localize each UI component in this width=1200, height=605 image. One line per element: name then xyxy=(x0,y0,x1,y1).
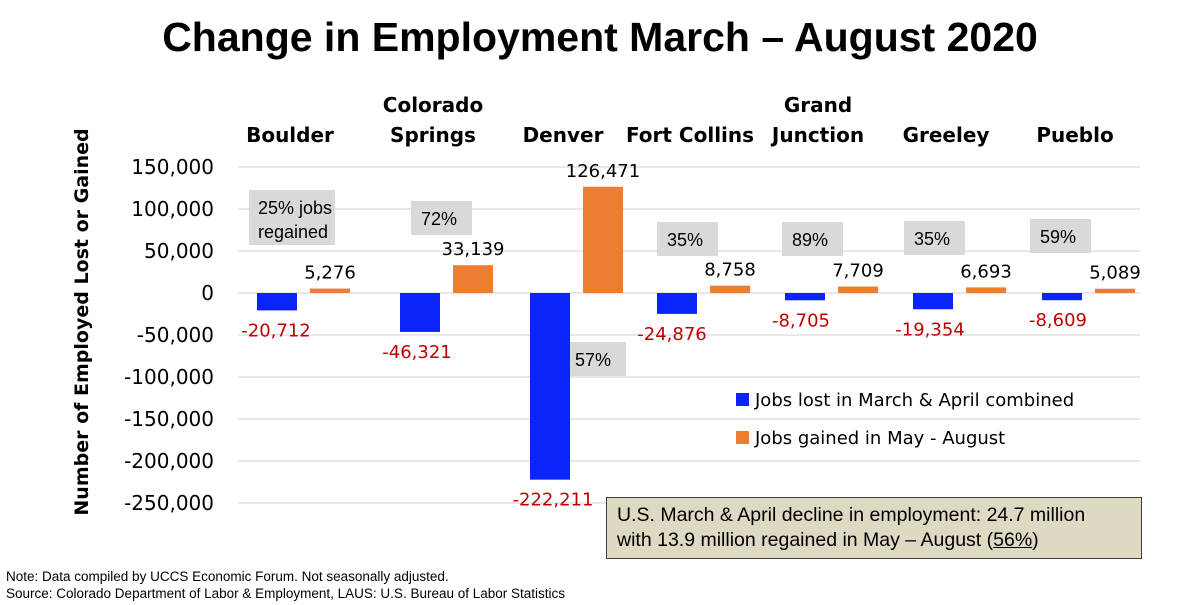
data-label-gained: 8,758 xyxy=(704,260,756,281)
bar-jobs-lost xyxy=(913,293,953,310)
y-tick-label: -200,000 xyxy=(124,449,214,473)
bar-jobs-gained xyxy=(838,286,878,293)
data-label-lost: -46,321 xyxy=(382,342,451,363)
percent-regained-box xyxy=(249,190,335,245)
callout-percent: 56% xyxy=(993,529,1033,551)
percent-regained-label: 35% xyxy=(667,230,703,250)
category-label: Junction xyxy=(770,123,864,147)
data-label-gained: 5,089 xyxy=(1089,263,1141,284)
data-label-gained: 7,709 xyxy=(832,261,884,282)
bar-jobs-lost xyxy=(657,293,697,314)
chart-title: Change in Employment March – August 2020 xyxy=(162,14,1038,60)
data-label-gained: 6,693 xyxy=(960,261,1012,282)
footnotes: Note: Data compiled by UCCS Economic For… xyxy=(6,568,565,602)
y-tick-label: -250,000 xyxy=(124,491,214,515)
percent-regained-box xyxy=(657,222,718,256)
bar-jobs-lost xyxy=(257,293,297,311)
y-tick-label: 150,000 xyxy=(131,155,214,179)
category-label: Springs xyxy=(390,123,476,147)
y-tick-label: -50,000 xyxy=(137,323,214,347)
percent-regained-box xyxy=(1030,219,1091,253)
category-label: Denver xyxy=(523,123,604,147)
percent-regained-label: 25% jobs xyxy=(258,198,332,218)
percent-regained-label: 89% xyxy=(792,230,828,250)
y-tick-label: 100,000 xyxy=(131,197,214,221)
note-text: Note: Data compiled by UCCS Economic For… xyxy=(6,569,449,584)
percent-regained-box xyxy=(565,342,626,376)
y-axis-label: Number of Employed Lost or Gained xyxy=(71,128,93,515)
callout-line-1: U.S. March & April decline in employment… xyxy=(617,504,1086,526)
data-label-gained: 33,139 xyxy=(442,239,505,260)
percent-regained-label: regained xyxy=(258,222,328,242)
data-label-gained: 5,276 xyxy=(304,263,356,284)
category-label: Colorado xyxy=(383,93,483,117)
bar-jobs-lost xyxy=(400,293,440,332)
category-label: Fort Collins xyxy=(626,123,754,147)
percent-regained-box xyxy=(904,221,965,255)
y-tick-label: -150,000 xyxy=(124,407,214,431)
legend-swatch xyxy=(736,393,749,406)
percent-regained-label: 59% xyxy=(1040,227,1076,247)
y-tick-label: 0 xyxy=(201,281,214,305)
us-callout-box: U.S. March & April decline in employment… xyxy=(606,497,1142,559)
percent-regained-box xyxy=(782,222,843,256)
percent-regained-label: 35% xyxy=(914,229,950,249)
category-label: Pueblo xyxy=(1036,123,1113,147)
bar-jobs-gained xyxy=(310,288,350,293)
bar-jobs-lost xyxy=(1042,293,1082,301)
data-label-lost: -222,211 xyxy=(513,490,594,511)
legend-swatch xyxy=(736,431,749,444)
bar-jobs-gained xyxy=(710,285,750,293)
data-label-lost: -20,712 xyxy=(241,320,310,341)
bar-jobs-gained xyxy=(583,186,623,293)
legend-label: Jobs lost in March & April combined xyxy=(754,390,1074,411)
percent-regained-box xyxy=(411,201,472,235)
category-label: Grand xyxy=(784,93,852,117)
category-label: Boulder xyxy=(246,123,334,147)
bar-jobs-gained xyxy=(966,287,1006,293)
bar-jobs-lost xyxy=(785,293,825,301)
data-label-gained: 126,471 xyxy=(566,161,640,182)
callout-line-2: with 13.9 million regained in May – Augu… xyxy=(617,529,1039,551)
data-label-lost: -8,609 xyxy=(1029,310,1087,331)
y-tick-label: 50,000 xyxy=(144,239,214,263)
bar-jobs-gained xyxy=(1095,288,1135,293)
bar-jobs-lost xyxy=(530,293,570,480)
percent-regained-label: 72% xyxy=(421,209,457,229)
bar-jobs-gained xyxy=(453,265,493,293)
source-text: Source: Colorado Department of Labor & E… xyxy=(6,586,566,601)
data-label-lost: -19,354 xyxy=(895,319,964,340)
y-tick-label: -100,000 xyxy=(124,365,214,389)
data-label-lost: -8,705 xyxy=(772,310,830,331)
legend-label: Jobs gained in May - August xyxy=(754,428,1005,449)
data-label-lost: -24,876 xyxy=(637,324,706,345)
percent-regained-label: 57% xyxy=(575,350,611,370)
category-label: Greeley xyxy=(903,123,990,147)
